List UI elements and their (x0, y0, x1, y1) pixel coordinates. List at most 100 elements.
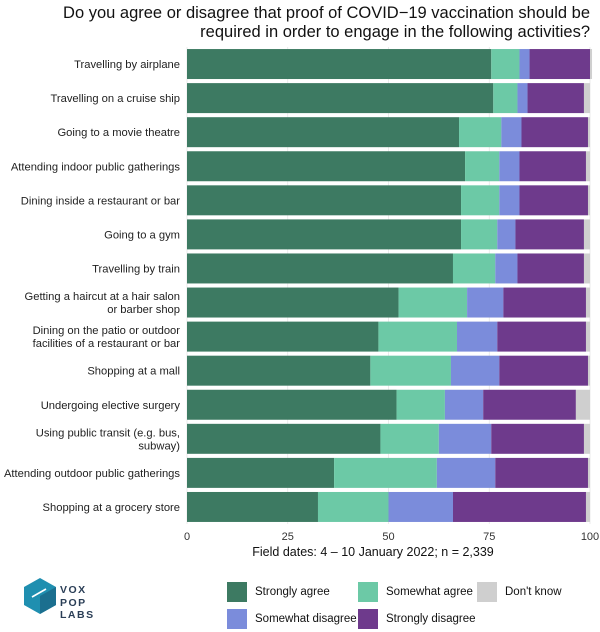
x-tick-label: 100 (581, 531, 599, 543)
bar-segment (501, 117, 522, 148)
bar-segment (378, 321, 458, 352)
legend-swatch (477, 582, 497, 602)
bar-segment (583, 83, 590, 114)
bar-segment (575, 389, 590, 420)
bar-segment (187, 219, 462, 250)
logo-text-line: LABS (60, 609, 95, 621)
bar-segment (587, 355, 590, 386)
bar-segment (491, 49, 520, 80)
bar-segment (438, 423, 492, 454)
bar-segment (396, 389, 445, 420)
bar-segment (187, 185, 462, 216)
x-tick-label: 50 (382, 531, 394, 543)
legend-swatch (358, 609, 378, 629)
bar-segment (497, 321, 586, 352)
legend-item: Don't know (477, 582, 562, 602)
legend-swatch (227, 582, 247, 602)
bar-segment (503, 287, 586, 318)
bar-segment (317, 491, 389, 522)
bar-segment (187, 321, 379, 352)
bar-segment (587, 185, 590, 216)
bar-segment (587, 457, 590, 488)
x-tick-label: 25 (282, 531, 294, 543)
bar-segment (187, 151, 466, 182)
logo-text: VOX POP LABS (60, 584, 95, 622)
bar-segment (450, 355, 500, 386)
bar-segment (187, 287, 399, 318)
bar-segment (187, 117, 460, 148)
category-label: or barber shop (107, 304, 180, 316)
bar-segment (585, 491, 590, 522)
category-label: Travelling by train (92, 263, 180, 275)
bar-segment (187, 389, 397, 420)
logo-text-line: VOX (60, 584, 87, 596)
category-label: subway) (138, 440, 180, 452)
category-label: Dining on the patio or outdoor (33, 325, 181, 337)
bar-segment (452, 253, 496, 284)
bar-segment (187, 83, 494, 114)
bar-segment (459, 117, 502, 148)
category-label: Dining inside a restaurant or bar (21, 195, 180, 207)
chart-title: Do you agree or disagree that proof of C… (63, 4, 590, 41)
bar-segment (521, 117, 588, 148)
legend-swatch (227, 609, 247, 629)
category-label: Going to a gym (104, 229, 180, 241)
bar-segment (334, 457, 437, 488)
bar-segment (483, 389, 576, 420)
bar-segment (587, 117, 590, 148)
category-label: Attending outdoor public gatherings (4, 468, 180, 480)
bar-segment (527, 83, 584, 114)
bar-segment (499, 355, 588, 386)
legend-item: Strongly agree (227, 582, 330, 602)
category-label: Shopping at a grocery store (43, 502, 180, 514)
bar-segment (517, 253, 584, 284)
bar-segment (398, 287, 468, 318)
legend-label: Don't know (505, 586, 562, 598)
bar-segment (461, 185, 500, 216)
bar-segment (467, 287, 504, 318)
legend-item: Strongly disagree (358, 609, 476, 629)
bar-segment (583, 423, 590, 454)
legend-swatch (358, 582, 378, 602)
x-tick-label: 75 (483, 531, 495, 543)
bar-segment (465, 151, 500, 182)
bar-segment (187, 253, 453, 284)
legend-label: Somewhat agree (386, 586, 473, 598)
bars-layer (186, 47, 593, 524)
bar-segment (529, 49, 590, 80)
legend-label: Somewhat disagree (255, 613, 357, 625)
logo-cube-face-icon (40, 587, 56, 614)
bar-segment (187, 457, 335, 488)
bar-segment (590, 49, 593, 80)
category-label: Shopping at a mall (87, 366, 180, 378)
bar-segment (436, 457, 496, 488)
bar-segment (457, 321, 498, 352)
chart-legend: Strongly agree Somewhat agree Don't know So… (227, 582, 597, 629)
bar-segment (187, 491, 318, 522)
bar-segment (380, 423, 439, 454)
bar-segment (187, 423, 381, 454)
bar-segment (187, 49, 492, 80)
bar-segment (499, 185, 520, 216)
category-label: Travelling on a cruise ship (50, 93, 180, 105)
bar-segment (495, 253, 518, 284)
category-labels: Travelling by airplane Travelling on a cr… (4, 59, 180, 514)
bar-segment (187, 355, 371, 386)
legend-label: Strongly disagree (386, 613, 476, 625)
bar-segment (461, 219, 498, 250)
bar-segment (519, 49, 530, 80)
logo-text-line: POP (60, 596, 87, 609)
bar-segment (452, 491, 586, 522)
category-label: facilities of a restaurant or bar (33, 338, 181, 350)
category-label: Going to a movie theatre (57, 127, 180, 139)
bar-segment (493, 83, 518, 114)
bar-segment (388, 491, 453, 522)
category-label: Attending indoor public gatherings (11, 161, 181, 173)
bar-segment (583, 253, 590, 284)
legend-label: Strongly agree (255, 586, 330, 598)
bar-segment (519, 151, 586, 182)
legend-item: Somewhat agree (358, 582, 473, 602)
bar-segment (519, 185, 588, 216)
category-label: Undergoing elective surgery (41, 400, 181, 412)
legend-item: Somewhat disagree (227, 609, 357, 629)
